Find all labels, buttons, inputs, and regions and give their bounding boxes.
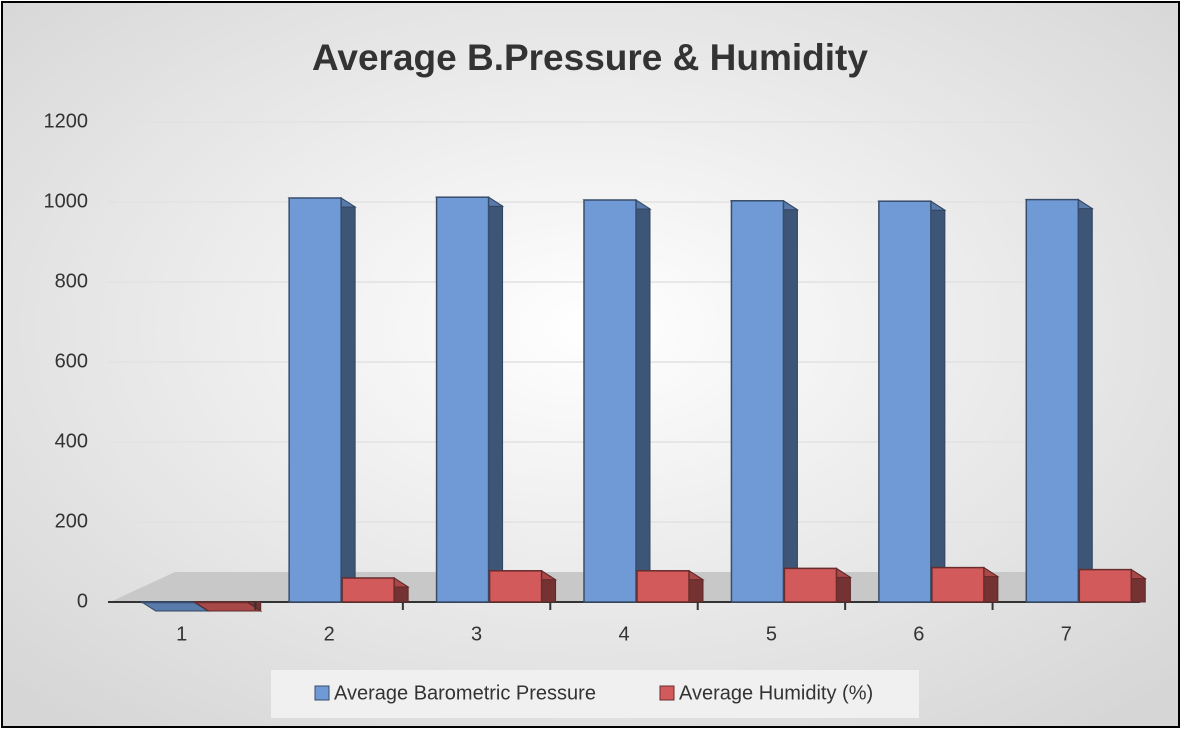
bar	[1025, 198, 1080, 603]
bar	[140, 601, 195, 604]
bar	[583, 199, 637, 603]
bar	[288, 197, 342, 603]
x-tick-label: 2	[324, 623, 335, 645]
x-tick-label: 4	[618, 623, 629, 645]
bar	[878, 200, 932, 603]
bar-side	[1077, 198, 1093, 603]
bar-side	[340, 197, 356, 603]
y-tick-label: 200	[55, 510, 88, 532]
x-tick-label: 5	[766, 623, 777, 645]
bar	[730, 200, 785, 603]
y-tick-label: 0	[77, 590, 88, 612]
bar	[1078, 568, 1133, 603]
x-tick-label: 7	[1061, 623, 1072, 645]
bar-side	[488, 196, 504, 603]
x-tick-label: 3	[471, 623, 482, 645]
y-tick-label: 1200	[44, 110, 89, 132]
legend-swatch	[659, 685, 675, 701]
y-tick-label: 600	[55, 350, 88, 372]
bar	[488, 570, 543, 603]
legend-label: Average Barometric Pressure	[334, 682, 596, 704]
bar	[193, 601, 248, 604]
x-tick-label: 6	[913, 623, 924, 645]
bar-side	[782, 199, 798, 603]
y-tick-label: 800	[55, 270, 88, 292]
x-tick-label: 1	[176, 623, 187, 645]
chart-title: Average B.Pressure & Humidity	[312, 37, 868, 78]
bar-side	[635, 199, 651, 603]
bar	[435, 196, 490, 603]
bar-side	[930, 200, 946, 603]
bar	[783, 567, 838, 603]
bar	[931, 566, 985, 603]
legend-box	[271, 670, 919, 718]
legend-label: Average Humidity (%)	[679, 682, 873, 704]
bar	[341, 577, 395, 603]
bar	[636, 570, 690, 603]
y-tick-label: 1000	[44, 190, 89, 212]
legend-swatch	[314, 685, 330, 701]
y-tick-label: 400	[55, 430, 88, 452]
